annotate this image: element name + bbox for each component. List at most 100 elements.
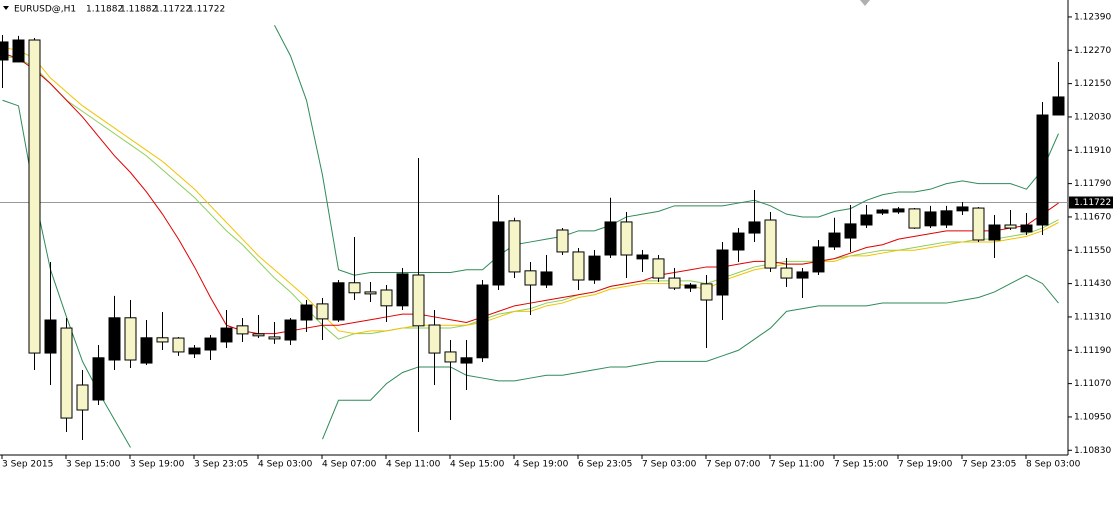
indicator-line <box>274 25 1059 276</box>
x-tick-label: 7 Sep 19:00 <box>898 460 953 470</box>
bull-body <box>252 333 265 337</box>
bear-body <box>892 208 905 213</box>
x-tick-label: 4 Sep 03:00 <box>258 460 313 470</box>
bear-body <box>220 327 233 343</box>
bull-body <box>1004 224 1017 229</box>
bear-body <box>540 271 553 286</box>
bull-body <box>236 325 249 335</box>
bear-body <box>1052 96 1065 116</box>
bull-body <box>172 337 185 353</box>
x-tick-label: 7 Sep 23:05 <box>962 460 1016 470</box>
y-tick-label: 1.10830 <box>1074 446 1111 456</box>
header-value: 1.11882 <box>86 5 123 15</box>
bull-body <box>444 351 457 363</box>
bull-body <box>156 337 169 343</box>
bull-body <box>268 336 281 340</box>
x-tick-label: 7 Sep 11:00 <box>770 460 825 470</box>
x-tick-label: 4 Sep 11:00 <box>386 460 441 470</box>
bull-body <box>972 207 985 241</box>
bull-body <box>348 282 361 294</box>
y-tick-label: 1.11790 <box>1074 179 1111 189</box>
bull-body <box>620 221 633 256</box>
bear-body <box>204 337 217 351</box>
bear-body <box>92 357 105 401</box>
x-tick-label: 3 Sep 2015 <box>2 460 53 470</box>
bear-body <box>492 221 505 286</box>
bear-body <box>684 284 697 289</box>
bear-body <box>44 319 57 354</box>
bull-body <box>60 327 73 419</box>
bear-body <box>188 347 201 355</box>
bull-body <box>508 220 521 273</box>
y-tick-label: 1.10950 <box>1074 412 1111 422</box>
x-tick-label: 6 Sep 23:05 <box>578 460 632 470</box>
bear-body <box>1020 224 1033 233</box>
x-tick-label: 3 Sep 15:00 <box>66 460 121 470</box>
bear-body <box>796 271 809 279</box>
x-tick-label: 7 Sep 15:00 <box>834 460 889 470</box>
x-tick-label: 3 Sep 19:00 <box>130 460 185 470</box>
bear-body <box>284 319 297 341</box>
plot-area <box>0 25 1068 448</box>
bull-body <box>572 251 585 281</box>
bear-body <box>956 206 969 212</box>
bull-body <box>556 229 569 253</box>
bear-body <box>716 249 729 296</box>
bull-body <box>524 270 537 286</box>
bull-body <box>316 303 329 320</box>
bull-body <box>428 324 441 354</box>
x-tick-label: 4 Sep 15:00 <box>450 460 505 470</box>
bull-body <box>364 291 377 295</box>
bear-body <box>332 282 345 321</box>
bear-body <box>844 223 857 239</box>
bear-body <box>876 209 889 214</box>
x-tick-label: 4 Sep 07:00 <box>322 460 377 470</box>
bear-body <box>12 39 25 63</box>
header-value: 1.11722 <box>188 5 225 15</box>
y-tick-label: 1.12030 <box>1074 112 1111 122</box>
bull-body <box>780 267 793 279</box>
y-tick-label: 1.12390 <box>1074 12 1111 22</box>
bull-body <box>28 39 41 354</box>
y-tick-label: 1.11310 <box>1074 312 1111 322</box>
y-tick-label: 1.11670 <box>1074 212 1111 222</box>
bear-body <box>604 221 617 256</box>
menu-arrow[interactable] <box>3 6 9 10</box>
bull-body <box>764 219 777 269</box>
y-tick-label: 1.11430 <box>1074 279 1111 289</box>
bear-body <box>828 232 841 248</box>
bear-body <box>860 214 873 226</box>
indicator-line <box>2 99 131 448</box>
bear-body <box>140 337 153 364</box>
y-tick-label: 1.11910 <box>1074 146 1111 156</box>
bear-body <box>0 41 9 61</box>
y-tick-label: 1.11190 <box>1074 346 1111 356</box>
bear-body <box>1036 114 1049 226</box>
bear-body <box>476 284 489 359</box>
bull-body <box>652 258 665 279</box>
bear-body <box>812 246 825 273</box>
bear-body <box>988 224 1001 241</box>
bull-body <box>668 277 681 289</box>
bear-body <box>396 273 409 307</box>
y-tick-label: 1.12270 <box>1074 46 1111 56</box>
scroll-marker <box>860 0 870 6</box>
bear-body <box>460 357 473 364</box>
y-tick-label: 1.12150 <box>1074 79 1111 89</box>
y-tick-label: 1.11070 <box>1074 379 1111 389</box>
bear-body <box>588 255 601 281</box>
symbol: EURUSD@,H1 <box>14 5 76 15</box>
x-tick-label: 7 Sep 03:00 <box>642 460 697 470</box>
x-tick-label: 4 Sep 19:00 <box>514 460 569 470</box>
bear-body <box>108 317 121 361</box>
indicator-line <box>322 274 1059 440</box>
bear-body <box>924 211 937 227</box>
bear-body <box>300 304 313 321</box>
bull-body <box>380 289 393 307</box>
current-price-label: 1.11722 <box>1074 198 1111 208</box>
bull-body <box>124 317 137 361</box>
header-value: 1.11722 <box>154 5 191 15</box>
x-tick-label: 8 Sep 03:00 <box>1026 460 1081 470</box>
bear-body <box>940 210 953 226</box>
